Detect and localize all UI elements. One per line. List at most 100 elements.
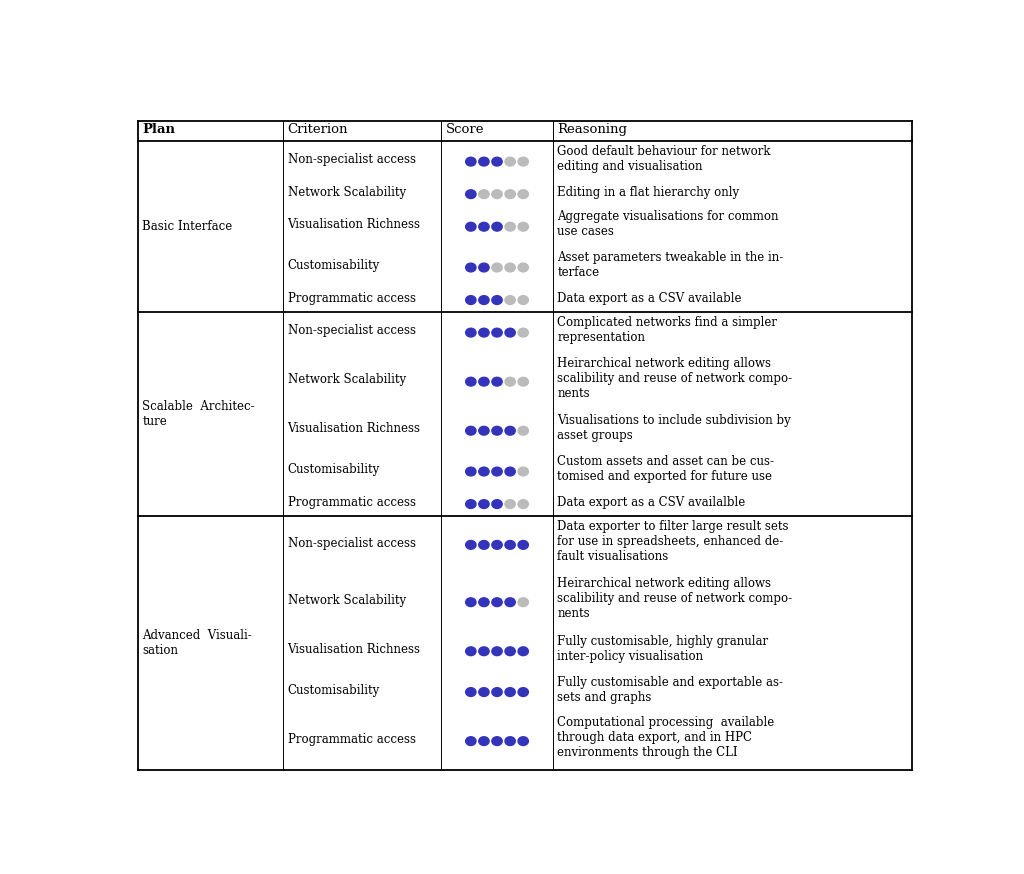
Text: Custom assets and asset can be cus-
tomised and exported for future use: Custom assets and asset can be cus- tomi…	[557, 455, 774, 483]
Circle shape	[505, 295, 515, 304]
Circle shape	[505, 540, 515, 549]
Circle shape	[479, 468, 489, 476]
Circle shape	[492, 263, 502, 272]
Circle shape	[492, 598, 502, 607]
Circle shape	[479, 190, 489, 198]
Circle shape	[466, 157, 476, 166]
Text: Customisability: Customisability	[288, 260, 380, 273]
Text: Visualisation Richness: Visualisation Richness	[288, 218, 421, 232]
Circle shape	[505, 598, 515, 607]
Circle shape	[479, 598, 489, 607]
Circle shape	[505, 500, 515, 509]
Text: Network Scalability: Network Scalability	[288, 186, 406, 199]
Circle shape	[518, 500, 528, 509]
Text: Customisability: Customisability	[288, 463, 380, 476]
Circle shape	[505, 157, 515, 166]
Circle shape	[518, 190, 528, 198]
Circle shape	[492, 540, 502, 549]
Text: Visualisations to include subdivision by
asset groups: Visualisations to include subdivision by…	[557, 414, 792, 442]
Circle shape	[479, 688, 489, 697]
Text: Heirarchical network editing allows
scalibility and reuse of network compo-
nent: Heirarchical network editing allows scal…	[557, 578, 793, 621]
Text: Programmatic access: Programmatic access	[288, 496, 416, 509]
Circle shape	[505, 688, 515, 697]
Circle shape	[492, 468, 502, 476]
Circle shape	[479, 222, 489, 231]
Circle shape	[505, 378, 515, 386]
Circle shape	[479, 157, 489, 166]
Circle shape	[466, 737, 476, 746]
Text: Basic Interface: Basic Interface	[142, 220, 232, 233]
Text: Complicated networks find a simpler
representation: Complicated networks find a simpler repr…	[557, 316, 777, 344]
Text: Non-specialist access: Non-specialist access	[288, 537, 416, 550]
Circle shape	[466, 688, 476, 697]
Circle shape	[518, 329, 528, 337]
Circle shape	[492, 647, 502, 656]
Circle shape	[466, 427, 476, 435]
Text: Programmatic access: Programmatic access	[288, 733, 416, 746]
Circle shape	[479, 737, 489, 746]
Circle shape	[479, 378, 489, 386]
Circle shape	[479, 540, 489, 549]
Circle shape	[492, 688, 502, 697]
Text: Visualisation Richness: Visualisation Richness	[288, 422, 421, 435]
Circle shape	[518, 468, 528, 476]
Circle shape	[518, 540, 528, 549]
Text: Data export as a CSV available: Data export as a CSV available	[557, 292, 741, 305]
Circle shape	[479, 329, 489, 337]
Circle shape	[479, 500, 489, 509]
Circle shape	[505, 190, 515, 198]
Circle shape	[492, 295, 502, 304]
Circle shape	[466, 263, 476, 272]
Text: Non-specialist access: Non-specialist access	[288, 324, 416, 337]
Circle shape	[518, 737, 528, 746]
Text: Editing in a flat hierarchy only: Editing in a flat hierarchy only	[557, 186, 739, 199]
Text: Customisability: Customisability	[288, 683, 380, 697]
Text: Scalable  Architec-
ture: Scalable Architec- ture	[142, 400, 255, 428]
Circle shape	[518, 647, 528, 656]
Circle shape	[518, 222, 528, 231]
Circle shape	[466, 222, 476, 231]
Circle shape	[466, 468, 476, 476]
Circle shape	[505, 647, 515, 656]
Text: Network Scalability: Network Scalability	[288, 373, 406, 386]
Circle shape	[492, 157, 502, 166]
Text: Computational processing  available
through data export, and in HPC
environments: Computational processing available throu…	[557, 717, 774, 760]
Circle shape	[492, 378, 502, 386]
Text: Heirarchical network editing allows
scalibility and reuse of network compo-
nent: Heirarchical network editing allows scal…	[557, 357, 793, 400]
Circle shape	[466, 378, 476, 386]
Text: Good default behaviour for network
editing and visualisation: Good default behaviour for network editi…	[557, 145, 771, 173]
Circle shape	[479, 263, 489, 272]
Circle shape	[466, 190, 476, 198]
Circle shape	[505, 263, 515, 272]
Circle shape	[492, 329, 502, 337]
Text: Network Scalability: Network Scalability	[288, 594, 406, 607]
Circle shape	[479, 427, 489, 435]
Circle shape	[492, 190, 502, 198]
Text: Aggregate visualisations for common
use cases: Aggregate visualisations for common use …	[557, 211, 779, 239]
Circle shape	[518, 263, 528, 272]
Text: Advanced  Visuali-
sation: Advanced Visuali- sation	[142, 629, 252, 657]
Circle shape	[492, 427, 502, 435]
Text: Fully customisable and exportable as-
sets and graphs: Fully customisable and exportable as- se…	[557, 676, 783, 704]
Text: Plan: Plan	[142, 122, 175, 135]
Circle shape	[466, 540, 476, 549]
Circle shape	[492, 737, 502, 746]
Circle shape	[505, 737, 515, 746]
Circle shape	[466, 329, 476, 337]
Circle shape	[518, 427, 528, 435]
Circle shape	[505, 222, 515, 231]
Text: Asset parameters tweakable in the in-
terface: Asset parameters tweakable in the in- te…	[557, 251, 783, 279]
Circle shape	[505, 468, 515, 476]
Text: Score: Score	[446, 122, 484, 135]
Text: Data export as a CSV availalble: Data export as a CSV availalble	[557, 496, 745, 509]
Circle shape	[518, 295, 528, 304]
Circle shape	[492, 500, 502, 509]
Text: Fully customisable, highly granular
inter-policy visualisation: Fully customisable, highly granular inte…	[557, 635, 768, 662]
Circle shape	[479, 295, 489, 304]
Circle shape	[492, 222, 502, 231]
Circle shape	[518, 688, 528, 697]
Circle shape	[518, 378, 528, 386]
Circle shape	[466, 500, 476, 509]
Circle shape	[466, 647, 476, 656]
Circle shape	[479, 647, 489, 656]
